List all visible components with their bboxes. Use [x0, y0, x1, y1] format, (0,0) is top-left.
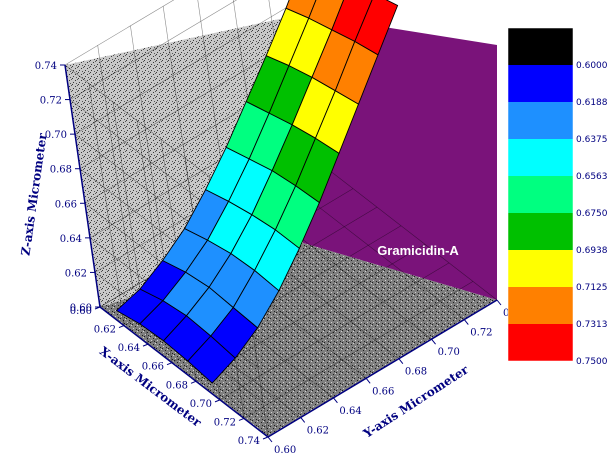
colorbar-tick-label: 0.6375	[576, 135, 608, 145]
surface-patch	[331, 0, 373, 43]
grid-line	[97, 45, 134, 288]
x-tick-label: 0.72	[214, 417, 236, 428]
y-tick-mark	[300, 417, 306, 423]
colorbar-swatch	[508, 176, 573, 213]
colorbar-swatch	[508, 324, 573, 361]
z-tick-label: 0.72	[40, 96, 62, 107]
y-tick-mark	[496, 299, 502, 306]
colorbar: 0.6000 0.6188 0.6375 0.6563 0.6750 0.6938 0.71…	[507, 27, 608, 367]
colorbar-swatch	[508, 65, 573, 102]
z-tick-label: 0.74	[35, 61, 57, 72]
y-tick-mark	[398, 358, 404, 365]
colorbar-tick-label: 0.7500	[576, 357, 608, 367]
z-tick-label: 0.70	[45, 130, 67, 141]
grid-line	[243, 281, 474, 419]
surface-annotation: Gramicidin-A	[377, 243, 459, 258]
grid-line	[88, 83, 125, 326]
y-axis-line	[267, 299, 498, 438]
x-tick-label: 0.62	[94, 325, 116, 336]
grid-line	[64, 64, 234, 196]
x-tick-label: 0.66	[142, 362, 164, 373]
y-tick-label: 0.72	[470, 328, 492, 339]
grid-line	[162, 6, 199, 249]
grid-line	[130, 25, 166, 268]
y-tick-label: 0.60	[274, 445, 296, 456]
y-tick-label: 0.70	[438, 347, 460, 358]
y-tick-mark	[333, 397, 338, 404]
x-tick-mark	[94, 306, 101, 310]
x-tick-mark	[166, 362, 173, 366]
colorbar-swatch	[508, 250, 573, 287]
grid-line	[69, 0, 238, 100]
colorbar-swatch	[508, 139, 573, 176]
grid-line	[296, 189, 465, 320]
x-tick-label: 0.60	[70, 306, 92, 317]
colorbar-swatch	[508, 213, 573, 250]
z-axis-title: Z-axis Micrometer	[19, 132, 50, 257]
y-tick-label: 0.62	[307, 425, 329, 436]
grid-line	[219, 262, 450, 401]
x-tick-mark	[238, 417, 245, 421]
y-tick-mark	[463, 319, 469, 325]
surface-patch	[285, 0, 317, 19]
surface	[115, 0, 399, 384]
colorbar-tick-label: 0.6563	[576, 172, 608, 182]
colorbar-tick-label: 0.6188	[576, 98, 608, 108]
colorbar-tick-label: 0.6938	[576, 246, 608, 256]
axis-ticks: 0.600.620.640.660.680.700.720.740.600.62…	[35, 61, 526, 456]
grid-line	[328, 169, 498, 301]
colorbar-tick-label: 0.7125	[576, 283, 608, 293]
y-tick-mark	[431, 338, 436, 345]
grid-line	[64, 0, 175, 66]
y-tick-mark	[365, 377, 371, 384]
z-tick-label: 0.60	[70, 303, 92, 314]
colorbar-frame	[507, 27, 574, 362]
colorbar-tick-label: 0.7313	[576, 320, 608, 330]
x-tick-label: 0.70	[190, 399, 212, 410]
y-tick-label: 0.64	[339, 406, 361, 417]
x-axis-line	[99, 306, 269, 438]
x-tick-mark	[262, 436, 269, 440]
surface-patch	[354, 0, 399, 56]
x-tick-mark	[142, 343, 149, 347]
x-tick-mark	[190, 380, 197, 384]
z-tick-label: 0.66	[55, 199, 77, 210]
x-tick-mark	[118, 325, 125, 329]
colorbar-tick-label: 0.6000	[576, 61, 608, 71]
z-tick-label: 0.68	[50, 165, 72, 176]
z-tick-label: 0.64	[60, 234, 82, 245]
z-tick-label: 0.62	[65, 268, 87, 279]
colorbar-tick-label: 0.6750	[576, 209, 608, 219]
surface-patch	[308, 0, 345, 31]
grid-line	[74, 0, 300, 135]
x-tick-mark	[214, 399, 221, 403]
x-tick-label: 0.68	[166, 380, 188, 391]
colorbar-swatch	[508, 287, 573, 324]
colorbar-swatch	[508, 102, 573, 139]
colorbar-swatch	[508, 28, 573, 65]
x-tick-label: 0.74	[238, 436, 260, 447]
x-tick-label: 0.64	[118, 343, 140, 354]
y-tick-label: 0.66	[372, 386, 394, 397]
z-axis-line	[64, 64, 101, 308]
y-tick-label: 0.68	[405, 367, 427, 378]
y-tick-mark	[267, 436, 273, 443]
